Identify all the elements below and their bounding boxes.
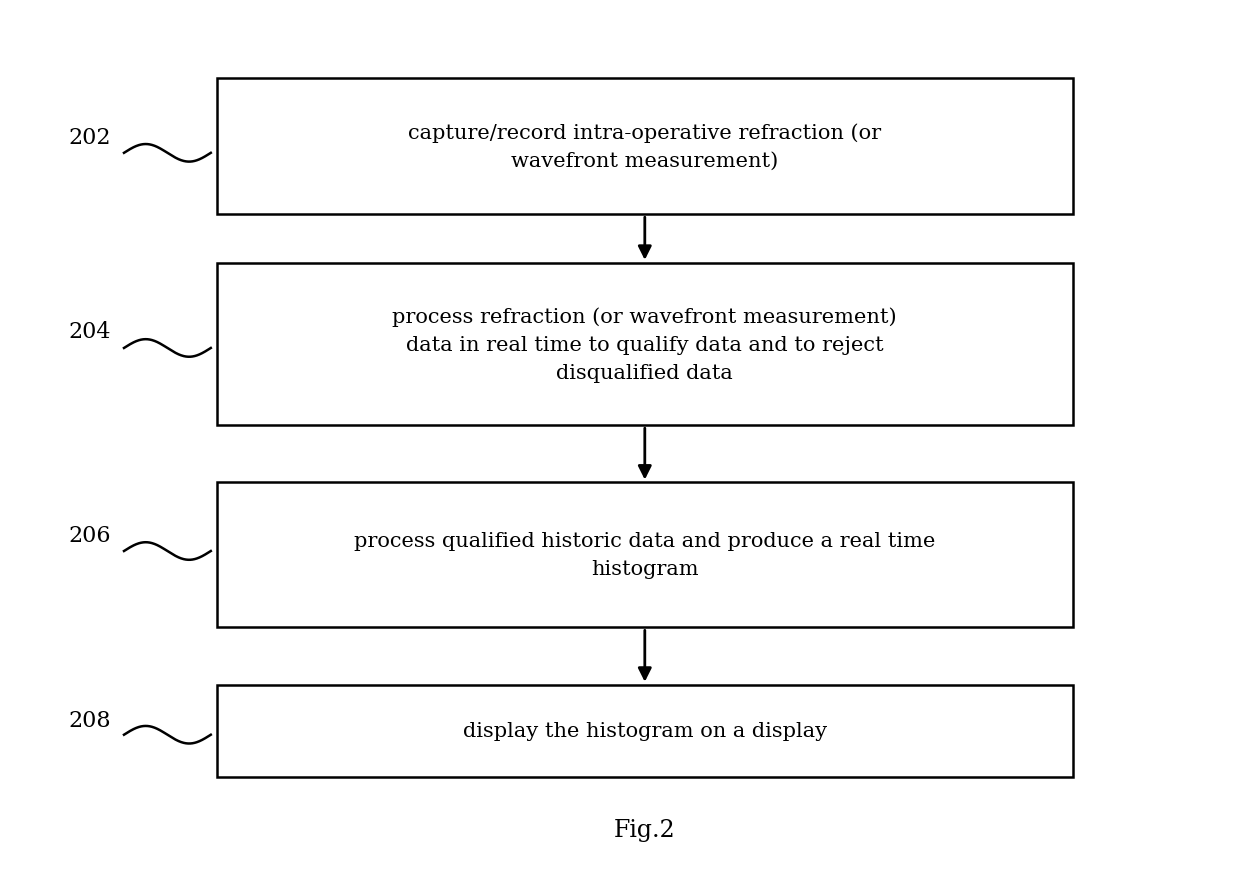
Text: 206: 206 — [68, 524, 110, 547]
Text: 208: 208 — [68, 709, 110, 731]
FancyBboxPatch shape — [217, 79, 1073, 215]
FancyBboxPatch shape — [217, 263, 1073, 426]
Text: display the histogram on a display: display the histogram on a display — [463, 722, 827, 740]
Text: 204: 204 — [68, 320, 110, 343]
FancyBboxPatch shape — [217, 483, 1073, 628]
FancyBboxPatch shape — [217, 685, 1073, 777]
Text: capture/record intra-operative refraction (or
wavefront measurement): capture/record intra-operative refractio… — [408, 123, 882, 171]
Text: process qualified historic data and produce a real time
histogram: process qualified historic data and prod… — [355, 532, 935, 579]
Text: process refraction (or wavefront measurement)
data in real time to qualify data : process refraction (or wavefront measure… — [393, 306, 897, 383]
Text: 202: 202 — [68, 126, 110, 149]
Text: Fig.2: Fig.2 — [614, 818, 676, 841]
